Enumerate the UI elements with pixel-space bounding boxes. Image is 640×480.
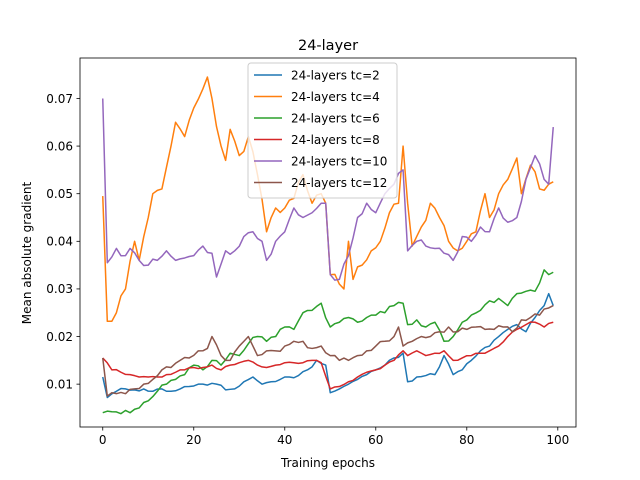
series-line-3 — [102, 269, 554, 415]
y-tick-label: 0.07 — [46, 92, 73, 106]
legend-label: 24-layers tc=6 — [291, 111, 380, 125]
plot-area-border — [79, 57, 577, 428]
legend-box — [247, 62, 398, 199]
legend: 24-layers tc=2 24-layers tc=4 24-layers tc… — [247, 62, 398, 199]
x-tick-label: 100 — [546, 433, 569, 447]
legend-label: 24-layers tc=12 — [291, 176, 387, 190]
legend-label: 24-layers tc=2 — [291, 68, 380, 82]
x-tick-label: 20 — [186, 433, 201, 447]
y-tick-label: 0.06 — [46, 139, 73, 153]
x-axis-label: Training epochs — [280, 456, 375, 470]
series-line-6 — [102, 304, 554, 397]
x-tick-label: 0 — [99, 433, 107, 447]
y-tick-label: 0.05 — [46, 187, 73, 201]
plot-series — [102, 76, 554, 415]
x-tick-label: 40 — [277, 433, 292, 447]
legend-label: 24-layers tc=10 — [291, 154, 387, 168]
x-axis-ticks: 0 20 40 60 80 100 — [99, 427, 569, 447]
legend-label: 24-layers tc=8 — [291, 133, 380, 147]
series-line-5 — [102, 98, 554, 281]
x-tick-label: 60 — [368, 433, 383, 447]
y-tick-label: 0.04 — [46, 235, 73, 249]
x-tick-label: 80 — [459, 433, 474, 447]
y-tick-label: 0.02 — [46, 330, 73, 344]
series-line-4 — [102, 321, 554, 390]
y-tick-label: 0.03 — [46, 282, 73, 296]
chart-title: 24-layer — [298, 38, 358, 54]
y-axis-ticks: 0.01 0.02 0.03 0.04 0.05 0.06 0.07 — [46, 92, 80, 391]
y-tick-label: 0.01 — [46, 377, 73, 391]
legend-label: 24-layers tc=4 — [291, 90, 380, 104]
axes-frame — [79, 57, 577, 428]
y-axis-label: Mean absolute gradient — [20, 181, 34, 324]
